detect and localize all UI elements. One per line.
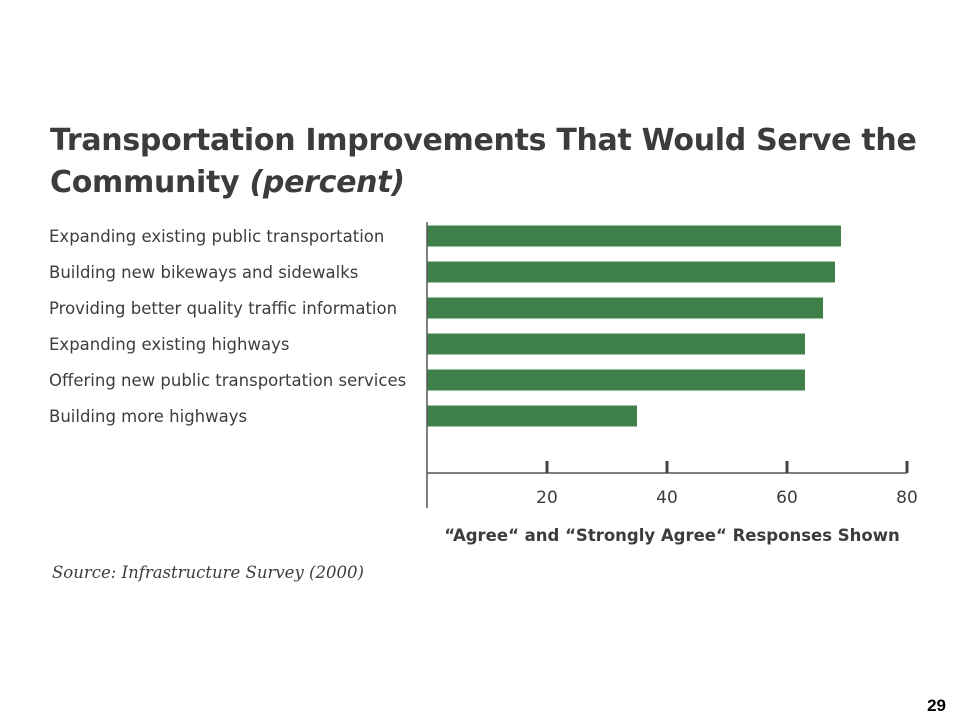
x-axis-ticks: 20 40 60 80: [536, 461, 918, 508]
chart-title-main: Transportation Improvements That Would S…: [50, 123, 917, 200]
category-label: Offering new public transportation servi…: [49, 371, 406, 390]
bar: [427, 297, 823, 319]
x-axis-title: “Agree“ and “Strongly Agree“ Responses S…: [444, 526, 899, 545]
category-label: Expanding existing highways: [49, 335, 289, 354]
category-label: Providing better quality traffic informa…: [49, 299, 397, 318]
category-label: Building more highways: [49, 407, 247, 426]
bar: [427, 261, 835, 283]
x-tick-label: 60: [776, 488, 798, 508]
x-tick-label: 80: [896, 488, 918, 508]
bar-group: [427, 225, 841, 427]
category-label: Expanding existing public transportation: [49, 227, 384, 246]
category-labels: Expanding existing public transportation…: [49, 227, 406, 426]
chart-title-suffix: (percent): [249, 165, 405, 200]
bar: [427, 225, 841, 247]
bar: [427, 369, 805, 391]
chart-title: Transportation Improvements That Would S…: [50, 120, 930, 204]
x-tick-label: 40: [656, 488, 678, 508]
category-label: Building new bikeways and sidewalks: [49, 263, 358, 282]
page-number: 29: [927, 696, 946, 715]
bar: [427, 333, 805, 355]
x-tick-label: 20: [536, 488, 558, 508]
bar: [427, 405, 637, 427]
source-note: Source: Infrastructure Survey (2000): [52, 563, 364, 582]
